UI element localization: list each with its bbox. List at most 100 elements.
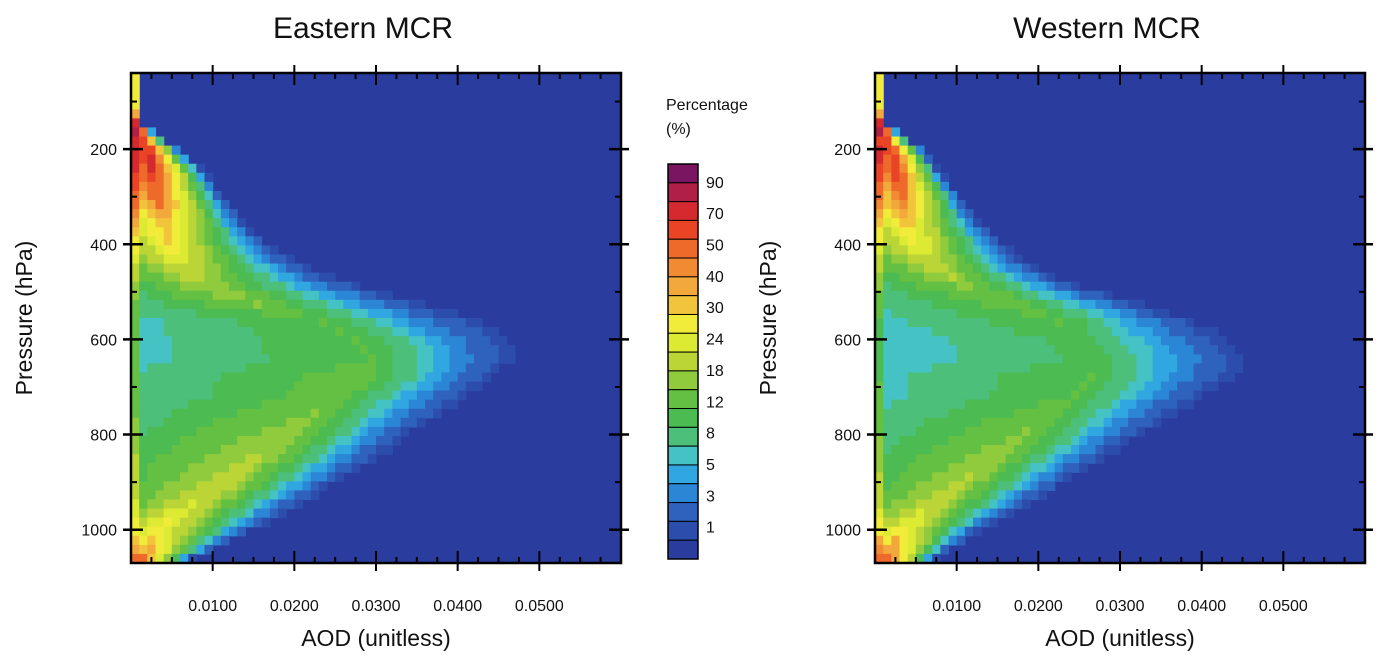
heatmap-cell (237, 272, 246, 283)
heatmap-cell (212, 209, 222, 219)
heatmap-cell (163, 372, 173, 383)
heatmap-cell (180, 508, 189, 519)
heatmap-cell (1095, 327, 1105, 337)
heatmap-cell (408, 308, 418, 319)
heatmap-cell (188, 517, 197, 528)
heatmap-cell (449, 390, 459, 401)
colorbar-bin (667, 163, 699, 184)
heatmap-cell (196, 381, 206, 392)
heatmap-cell (465, 372, 475, 383)
heatmap-cell (1005, 472, 1015, 482)
heatmap-cell (956, 290, 966, 301)
heatmap-cell (286, 336, 295, 346)
heatmap-cell (1095, 399, 1105, 410)
heatmap-cell (964, 209, 974, 219)
heatmap-cell (964, 345, 974, 355)
heatmap-cell (261, 290, 271, 301)
heatmap-cell (269, 254, 279, 265)
heatmap-cell (139, 190, 148, 201)
heatmap-cell (441, 363, 451, 374)
heatmap-cell (1226, 363, 1235, 374)
heatmap-cell (964, 399, 974, 410)
heatmap-cell (359, 345, 369, 355)
heatmap-cell (940, 490, 950, 501)
heatmap-cell (907, 327, 917, 337)
heatmap-cell (981, 463, 990, 473)
heatmap-cell (948, 517, 958, 528)
heatmap-cell (1013, 481, 1023, 491)
heatmap-cell (163, 499, 173, 510)
heatmap-cell (956, 508, 966, 519)
heatmap-cell (245, 408, 255, 419)
heatmap-cell (956, 517, 966, 528)
heatmap-cell (1169, 354, 1178, 364)
heatmap-cell (1005, 390, 1015, 401)
heatmap-cell (1144, 318, 1154, 328)
heatmap-cell (229, 517, 238, 528)
heatmap-cell (261, 472, 271, 482)
heatmap-cell (875, 517, 884, 528)
heatmap-cell (899, 327, 909, 337)
heatmap-cell (1128, 345, 1137, 355)
heatmap-cell (891, 363, 901, 374)
heatmap-cell (948, 445, 958, 455)
heatmap-cell (171, 490, 181, 501)
heatmap-cell (343, 399, 353, 410)
heatmap-cell (416, 299, 426, 310)
heatmap-cell (474, 354, 483, 364)
heatmap-cell (1062, 318, 1072, 328)
heatmap-cell (875, 526, 884, 537)
heatmap-cell (989, 372, 999, 383)
heatmap-cell (261, 390, 271, 401)
heatmap-cell (973, 417, 982, 428)
heatmap-cell (335, 372, 344, 383)
heatmap-cell (1071, 336, 1080, 346)
heatmap-cell (302, 281, 312, 292)
heatmap-cell (212, 263, 222, 274)
heatmap-cell (229, 227, 238, 237)
heatmap-cell (310, 363, 320, 374)
heatmap-cell (891, 218, 901, 228)
heatmap-cell (131, 290, 140, 301)
heatmap-cell (1022, 381, 1031, 392)
heatmap-cell (899, 218, 909, 228)
heatmap-cell (367, 327, 377, 337)
heatmap-cell (1136, 336, 1146, 346)
heatmap-cell (188, 272, 197, 283)
heatmap-cell (1046, 472, 1056, 482)
heatmap-cell (940, 209, 950, 219)
heatmap-cell (1079, 408, 1088, 419)
heatmap-cell (981, 435, 990, 446)
heatmap-cell (899, 445, 909, 455)
heatmap-cell (973, 327, 982, 337)
heatmap-cell (180, 336, 189, 346)
heatmap-cell (139, 363, 148, 374)
heatmap-cell (400, 426, 410, 437)
heatmap-cell (204, 308, 214, 319)
heatmap-cell (1046, 390, 1056, 401)
heatmap-cell (1226, 354, 1235, 364)
heatmap-cell (1087, 445, 1097, 455)
heatmap-cell (278, 463, 287, 473)
panel-western: Western MCR 0.0100 0.0200 0.0300 0.0400 0.05… (755, 12, 1373, 651)
heatmap-cell (490, 363, 500, 374)
heatmap-cell (883, 535, 892, 546)
heatmap-cell (416, 399, 426, 410)
heatmap-cell (302, 318, 312, 328)
heatmap-cell (1005, 426, 1015, 437)
panel-eastern: Eastern MCR 0.0100 0.0200 0.0300 0.0400 0.05… (11, 12, 629, 651)
heatmap-cell (269, 426, 279, 437)
heatmap-cell (956, 218, 966, 228)
heatmap-cell (131, 553, 140, 564)
heatmap-cell (384, 445, 393, 455)
heatmap-cell (924, 508, 933, 519)
heatmap-cell (196, 445, 206, 455)
heatmap-cell (261, 299, 271, 310)
heatmap-cell (1103, 336, 1113, 346)
heatmap-cell (171, 508, 181, 519)
heatmap-cell (196, 544, 206, 555)
heatmap-cell (269, 408, 279, 419)
heatmap-cell (220, 399, 230, 410)
heatmap-cell (899, 190, 909, 201)
heatmap-cell (139, 163, 148, 174)
